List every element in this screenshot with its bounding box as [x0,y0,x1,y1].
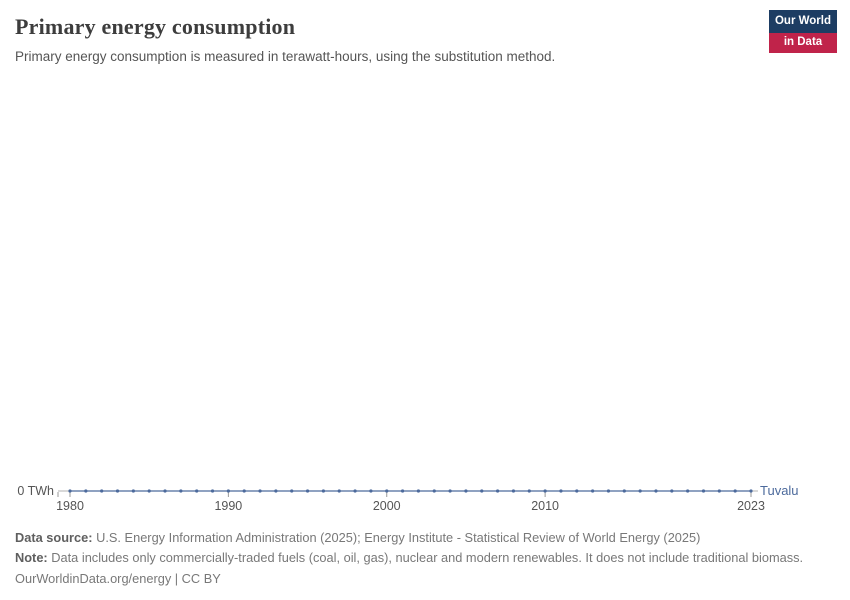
data-point [84,489,88,493]
data-point [575,489,579,493]
data-point [749,489,753,493]
data-source-line: Data source: U.S. Energy Information Adm… [15,528,835,548]
data-point [385,489,389,493]
data-point [622,489,626,493]
data-point [638,489,642,493]
data-point [701,489,706,493]
data-source-label: Data source: [15,530,93,545]
data-point [606,489,611,493]
data-point [353,489,357,493]
data-point [147,489,151,493]
data-source-text: U.S. Energy Information Administration (… [96,530,701,545]
data-point [543,489,547,493]
chart-subtitle: Primary energy consumption is measured i… [15,49,556,64]
data-point [305,489,310,493]
data-point [242,489,246,493]
owid-logo-line2: in Data [769,32,837,53]
data-point [686,489,690,493]
data-point [179,489,183,493]
data-point [717,489,721,493]
data-point [733,489,737,493]
data-point [68,489,72,493]
data-point [163,489,167,493]
data-point [131,489,135,493]
data-point [559,489,563,493]
x-tick-label: 2000 [373,499,401,513]
data-point [511,489,516,493]
owid-logo-line1: Our World [769,10,837,33]
data-point [448,489,452,493]
data-point [290,489,294,493]
data-point [496,489,500,493]
data-point [400,489,405,493]
note-label: Note: [15,549,48,565]
data-point [464,489,468,493]
data-point [258,489,262,493]
x-tick-label: 2023 [737,499,765,513]
x-tick-label: 1980 [56,499,84,513]
owid-logo[interactable]: Our World in Data [769,10,837,53]
data-point [480,489,484,493]
data-point [115,489,120,493]
data-point [210,489,215,493]
data-point [337,489,341,493]
entity-label[interactable]: Tuvalu [760,483,799,498]
license-line[interactable]: OurWorldinData.org/energy | CC BY [15,570,221,586]
data-point [416,489,421,493]
data-point [100,489,104,493]
y-axis-label: 0 TWh [17,484,54,498]
data-point [369,489,373,493]
line-chart-plot: 0 TWh 1980 1990 2000 2010 2023 Tuvalu [0,80,850,525]
chart-footer: Data source: U.S. Energy Information Adm… [15,528,835,588]
data-point [321,489,325,493]
page-title: Primary energy consumption [15,14,296,39]
data-point [654,489,658,493]
note-line: Note: Data includes only commercially-tr… [15,548,835,568]
data-point [527,489,531,493]
data-point [432,489,436,493]
data-point [274,489,278,493]
chart-header: Primary energy consumption Primary energ… [15,14,760,64]
data-point [195,489,199,493]
x-tick-label: 1990 [214,499,242,513]
x-tick-label: 2010 [531,499,559,513]
data-point [670,489,674,493]
note-text: Data includes only commercially-traded f… [51,549,804,565]
data-point [591,489,595,493]
data-point [226,489,230,493]
